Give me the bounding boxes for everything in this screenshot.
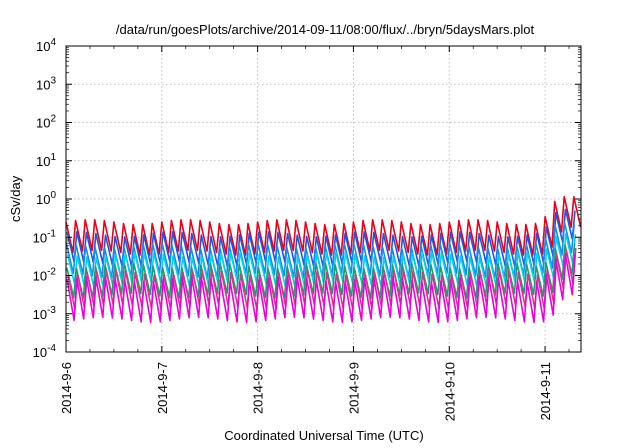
x-tick-label: 2014-9-9 <box>346 362 361 414</box>
axis-ticks: 10-4 10-3 10-2 10-1 100 101 102 103 104 2014-9-6 2… <box>33 37 581 421</box>
x-tick-label: 2014-9-10 <box>442 362 457 421</box>
series-line-1 <box>65 196 582 256</box>
y-tick-label: 10-3 <box>33 305 57 322</box>
y-tick-label: 102 <box>36 114 56 131</box>
y-tick-label: 104 <box>36 37 56 54</box>
y-tick-label: 10-1 <box>33 228 57 245</box>
y-tick-label: 103 <box>36 75 56 92</box>
x-tick-label: 2014-9-8 <box>251 362 266 414</box>
y-tick-label: 10-4 <box>33 343 57 360</box>
y-tick-label: 100 <box>36 190 56 207</box>
x-tick-label: 2014-9-7 <box>155 362 170 414</box>
x-tick-label: 2014-9-6 <box>59 362 74 414</box>
y-axis-label: cSv/day <box>8 175 23 222</box>
y-tick-label: 101 <box>36 152 56 169</box>
chart-title: /data/run/goesPlots/archive/2014-09-11/0… <box>115 22 535 37</box>
series-line-7 <box>66 253 576 324</box>
x-tick-label: 2014-9-11 <box>538 362 553 420</box>
y-tick-label: 10-2 <box>33 267 57 284</box>
series-layer <box>65 196 582 324</box>
x-axis-label: Coordinated Universal Time (UTC) <box>224 428 424 443</box>
